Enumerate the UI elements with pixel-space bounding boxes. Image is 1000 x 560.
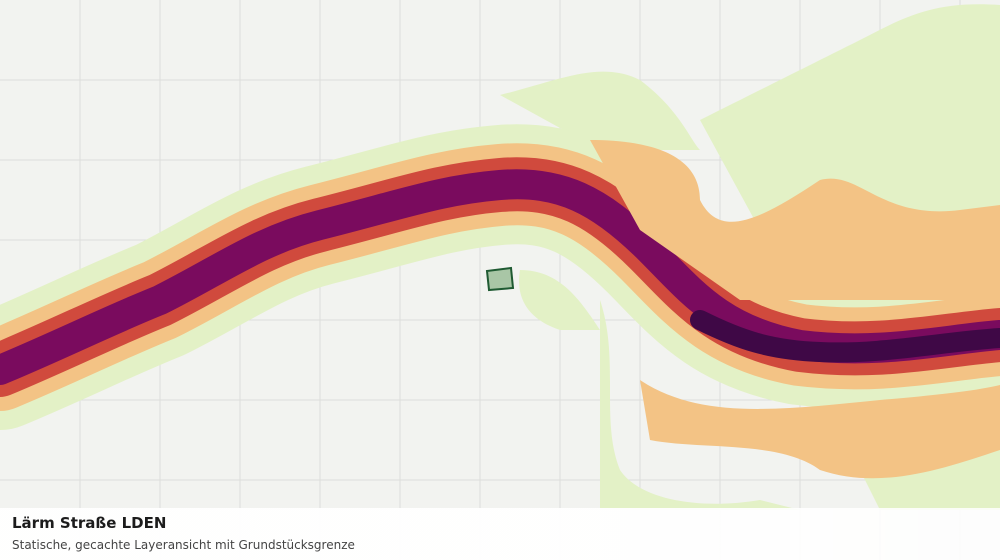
noise-corridor [0,124,1000,430]
caption-panel: Lärm Straße LDEN Statische, gecachte Lay… [0,508,1000,560]
map-subtitle: Statische, gecachte Layeransicht mit Gru… [12,538,355,552]
parcel-boundary [485,266,515,292]
noise-zone-mid [590,140,1000,479]
map-title: Lärm Straße LDEN [12,514,167,532]
